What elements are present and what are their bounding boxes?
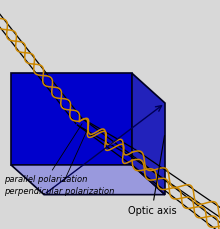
Text: parallel polarization: parallel polarization (4, 124, 88, 184)
Polygon shape (132, 73, 165, 195)
Text: Optic axis: Optic axis (128, 136, 176, 216)
Text: perpendicular polarization: perpendicular polarization (4, 131, 115, 196)
Polygon shape (11, 73, 132, 165)
Polygon shape (11, 165, 165, 195)
